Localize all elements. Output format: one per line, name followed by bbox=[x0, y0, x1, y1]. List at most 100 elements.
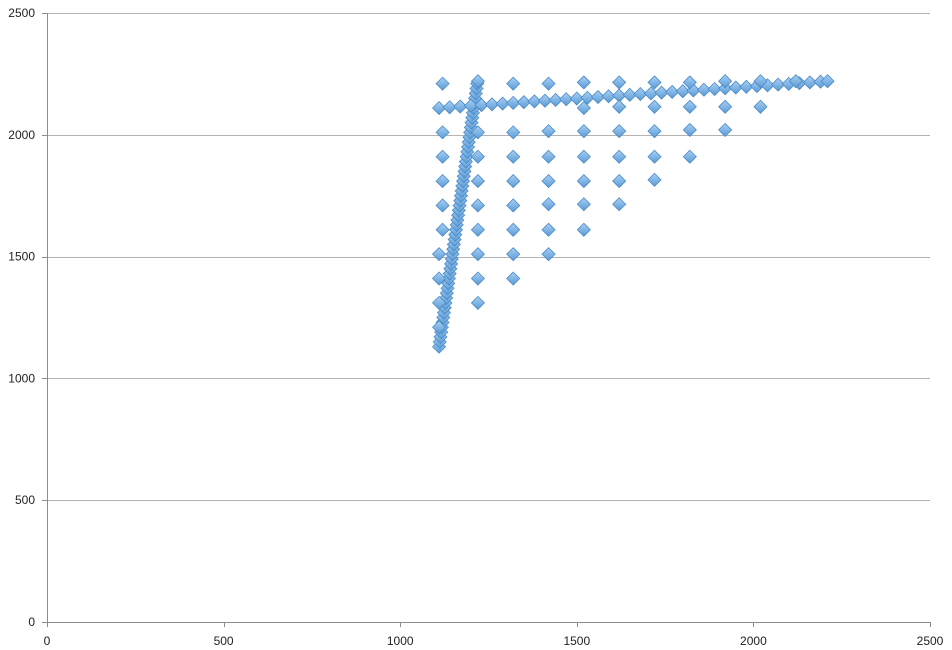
scatter-point bbox=[470, 125, 485, 140]
scatter-point bbox=[682, 75, 697, 90]
scatter-point bbox=[431, 100, 447, 116]
scatter-point bbox=[601, 89, 616, 104]
scatter-point bbox=[718, 74, 733, 89]
scatter-point bbox=[431, 271, 447, 286]
scatter-point bbox=[506, 149, 521, 164]
scatter-point bbox=[576, 149, 591, 164]
scatter-point bbox=[771, 77, 786, 92]
scatter-point bbox=[622, 87, 637, 102]
x-tick-label: 2000 bbox=[740, 634, 767, 648]
scatter-point bbox=[442, 100, 457, 115]
scatter-point bbox=[590, 89, 606, 105]
data-points bbox=[431, 74, 835, 354]
scatter-point bbox=[470, 74, 485, 89]
scatter-point bbox=[541, 149, 556, 164]
scatter-point bbox=[506, 76, 521, 91]
scatter-point bbox=[647, 99, 662, 114]
scatter-point bbox=[527, 94, 542, 109]
y-tick-label: 2500 bbox=[8, 6, 35, 20]
scatter-point bbox=[470, 247, 485, 262]
scatter-point bbox=[580, 90, 595, 105]
scatter-point bbox=[541, 174, 556, 189]
scatter-point bbox=[470, 198, 485, 213]
scatter-point bbox=[506, 174, 521, 189]
scatter-point bbox=[612, 124, 627, 139]
scatter-point bbox=[576, 75, 591, 90]
scatter-point bbox=[435, 76, 450, 91]
scatter-point bbox=[643, 86, 659, 101]
scatter-point bbox=[431, 295, 447, 310]
x-tick-label: 500 bbox=[214, 634, 234, 648]
scatter-point bbox=[506, 95, 521, 110]
scatter-point bbox=[470, 271, 485, 286]
scatter-point bbox=[647, 75, 662, 90]
scatter-point bbox=[470, 295, 485, 310]
scatter-point bbox=[569, 91, 584, 106]
scatter-point bbox=[820, 74, 835, 89]
axes bbox=[42, 13, 931, 627]
y-tick-label: 1000 bbox=[8, 371, 35, 385]
x-tick-label: 2500 bbox=[917, 634, 944, 648]
scatter-point bbox=[665, 84, 680, 99]
scatter-point bbox=[541, 124, 556, 139]
scatter-point bbox=[470, 222, 485, 237]
scatter-point bbox=[647, 172, 662, 187]
scatter-point bbox=[612, 149, 627, 164]
x-tick-labels: 0 500 1000 1500 2000 2500 bbox=[44, 634, 944, 648]
scatter-point bbox=[548, 92, 563, 108]
y-tick-labels: 0 500 1000 1500 2000 2500 bbox=[8, 6, 35, 629]
scatter-point bbox=[516, 95, 531, 110]
scatter-point bbox=[654, 85, 669, 100]
scatter-point bbox=[506, 198, 521, 213]
scatter-point bbox=[728, 80, 743, 95]
scatter-point bbox=[576, 100, 591, 116]
scatter-point bbox=[495, 96, 510, 111]
scatter-point bbox=[559, 92, 574, 107]
scatter-point bbox=[576, 197, 591, 212]
scatter-point bbox=[453, 99, 468, 114]
scatter-point bbox=[541, 247, 556, 262]
scatter-point bbox=[718, 99, 733, 114]
scatter-point bbox=[470, 149, 485, 164]
scatter-point bbox=[541, 76, 556, 91]
scatter-point bbox=[612, 75, 627, 90]
scatter-point bbox=[576, 124, 591, 139]
y-tick-label: 0 bbox=[28, 615, 35, 629]
scatter-point bbox=[435, 174, 450, 189]
scatter-point bbox=[753, 99, 768, 114]
scatter-point bbox=[506, 125, 521, 140]
scatter-point bbox=[612, 174, 627, 189]
x-tick-label: 1500 bbox=[563, 634, 590, 648]
scatter-point bbox=[435, 222, 450, 237]
scatter-point bbox=[682, 149, 697, 164]
x-tick-label: 0 bbox=[44, 634, 51, 648]
scatter-point bbox=[788, 74, 803, 89]
scatter-point bbox=[682, 122, 697, 137]
scatter-point bbox=[647, 149, 662, 164]
scatter-point bbox=[647, 124, 662, 139]
x-tick-label: 1000 bbox=[387, 634, 414, 648]
scatter-point bbox=[739, 79, 754, 94]
scatter-point bbox=[675, 84, 690, 99]
scatter-point bbox=[474, 98, 489, 113]
scatter-point bbox=[484, 97, 500, 112]
scatter-point bbox=[435, 198, 450, 213]
scatter-point bbox=[612, 99, 627, 114]
scatter-point bbox=[470, 174, 485, 189]
scatter-point bbox=[802, 75, 817, 90]
scatter-point bbox=[506, 271, 521, 286]
scatter-point bbox=[537, 93, 553, 108]
scatter-point bbox=[506, 222, 521, 237]
gridlines bbox=[47, 13, 930, 501]
y-tick-label: 500 bbox=[15, 493, 35, 507]
scatter-point bbox=[431, 320, 447, 335]
scatter-point bbox=[753, 74, 768, 89]
y-tick-label: 1500 bbox=[8, 250, 35, 264]
scatter-point bbox=[576, 222, 591, 237]
scatter-point bbox=[431, 247, 447, 262]
scatter-point bbox=[696, 82, 712, 97]
y-tick-label: 2000 bbox=[8, 128, 35, 142]
scatter-point bbox=[541, 197, 556, 212]
scatter-point bbox=[435, 125, 450, 140]
